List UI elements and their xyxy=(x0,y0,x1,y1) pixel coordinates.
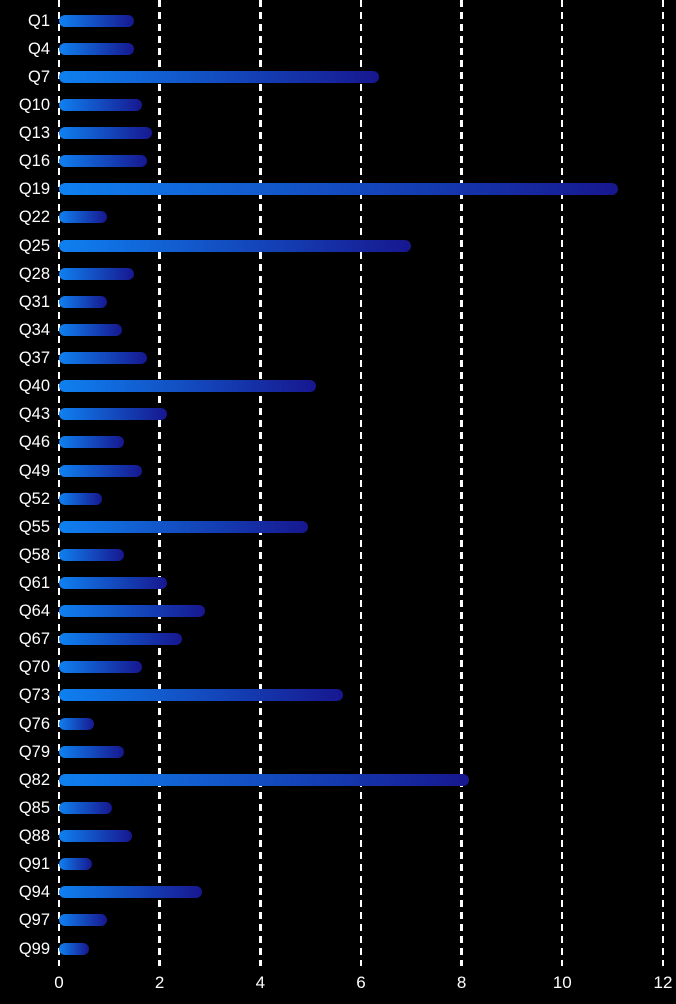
y-axis-label-q4: Q4 xyxy=(27,39,50,58)
bar-q34 xyxy=(59,323,122,336)
y-axis-label-q40: Q40 xyxy=(18,377,50,396)
x-axis-tick-label: 0 xyxy=(54,973,64,992)
x-axis-tick-label: 6 xyxy=(356,973,366,992)
y-axis-label-q34: Q34 xyxy=(18,320,50,339)
y-axis-label-q82: Q82 xyxy=(18,770,50,789)
bar-q13 xyxy=(59,127,153,140)
y-axis-label-q55: Q55 xyxy=(18,517,50,536)
x-axis-tick-label: 2 xyxy=(154,973,165,992)
bar-q61 xyxy=(59,577,168,589)
x-axis-tick-label: 8 xyxy=(456,973,467,992)
bar-q37 xyxy=(59,352,148,365)
bar-q10 xyxy=(59,98,143,111)
x-axis-tick-label: 12 xyxy=(653,973,673,992)
y-axis-label-q10: Q10 xyxy=(18,95,50,114)
bar-q97 xyxy=(59,914,107,927)
y-axis-label-q19: Q19 xyxy=(18,180,50,199)
bar-q73 xyxy=(59,689,344,702)
gridline-x-0 xyxy=(57,0,61,966)
y-axis-label-q73: Q73 xyxy=(18,686,50,705)
y-axis-label-q1: Q1 xyxy=(27,11,50,30)
bar-q52 xyxy=(59,492,102,505)
bar-q49 xyxy=(59,464,143,477)
bar-q4 xyxy=(59,42,135,55)
gridline-x-10 xyxy=(561,0,564,966)
bar-q85 xyxy=(59,801,112,814)
gridline-x-8 xyxy=(460,0,463,966)
bar-q25 xyxy=(59,239,412,252)
y-axis-label-q88: Q88 xyxy=(18,827,50,846)
y-axis-label-q99: Q99 xyxy=(18,939,50,958)
gridline-x-6 xyxy=(359,0,363,966)
y-axis-label-q97: Q97 xyxy=(18,911,50,930)
bar-q58 xyxy=(59,548,125,561)
y-axis-label-q70: Q70 xyxy=(18,658,50,677)
y-axis-label-q64: Q64 xyxy=(18,602,50,621)
bar-q22 xyxy=(59,211,107,224)
bar-q82 xyxy=(59,773,470,786)
y-axis-label-q46: Q46 xyxy=(18,433,50,452)
y-axis-label-q25: Q25 xyxy=(18,236,50,255)
bar-q99 xyxy=(59,942,90,955)
y-axis-label-q43: Q43 xyxy=(18,405,50,424)
bar-q79 xyxy=(59,745,125,758)
gridline-x-2 xyxy=(158,0,161,966)
bar-q55 xyxy=(59,520,309,533)
bar-q40 xyxy=(59,380,316,393)
bar-q16 xyxy=(59,155,148,168)
y-axis-label-q16: Q16 xyxy=(18,152,50,171)
bar-q91 xyxy=(59,858,92,871)
bar-q46 xyxy=(59,436,125,449)
x-axis-tick-label: 4 xyxy=(255,973,266,992)
y-axis-label-q31: Q31 xyxy=(18,292,50,311)
bar-q31 xyxy=(59,295,107,308)
bar-q76 xyxy=(59,717,95,730)
bar-q88 xyxy=(59,830,132,843)
bar-q67 xyxy=(59,633,183,646)
bar-q94 xyxy=(59,886,203,899)
bar-q19 xyxy=(59,183,618,196)
y-axis-label-q28: Q28 xyxy=(18,264,50,283)
y-axis-label-q61: Q61 xyxy=(18,574,50,592)
y-axis-label-q91: Q91 xyxy=(18,855,50,874)
gridline-x-4 xyxy=(259,0,262,966)
y-axis-label-q58: Q58 xyxy=(18,545,50,564)
bar-q70 xyxy=(59,661,143,674)
bar-q43 xyxy=(59,408,168,421)
bar-q28 xyxy=(59,267,135,280)
x-axis-tick-label: 10 xyxy=(552,973,572,992)
y-axis-label-q49: Q49 xyxy=(18,461,50,480)
y-axis-label-q79: Q79 xyxy=(18,742,50,761)
y-axis-label-q7: Q7 xyxy=(27,67,50,86)
bar-q7 xyxy=(59,70,379,83)
y-axis-label-q13: Q13 xyxy=(18,124,50,143)
y-axis-label-q76: Q76 xyxy=(18,714,50,733)
y-axis-label-q37: Q37 xyxy=(18,349,50,368)
gridline-x-12 xyxy=(661,0,665,966)
y-axis-label-q85: Q85 xyxy=(18,798,50,817)
bar-q64 xyxy=(59,605,205,618)
y-axis-label-q67: Q67 xyxy=(18,630,50,649)
bar-q1 xyxy=(59,14,135,27)
y-axis-label-q52: Q52 xyxy=(18,489,50,508)
y-axis-label-q22: Q22 xyxy=(18,208,50,227)
y-axis-label-q94: Q94 xyxy=(18,883,50,902)
